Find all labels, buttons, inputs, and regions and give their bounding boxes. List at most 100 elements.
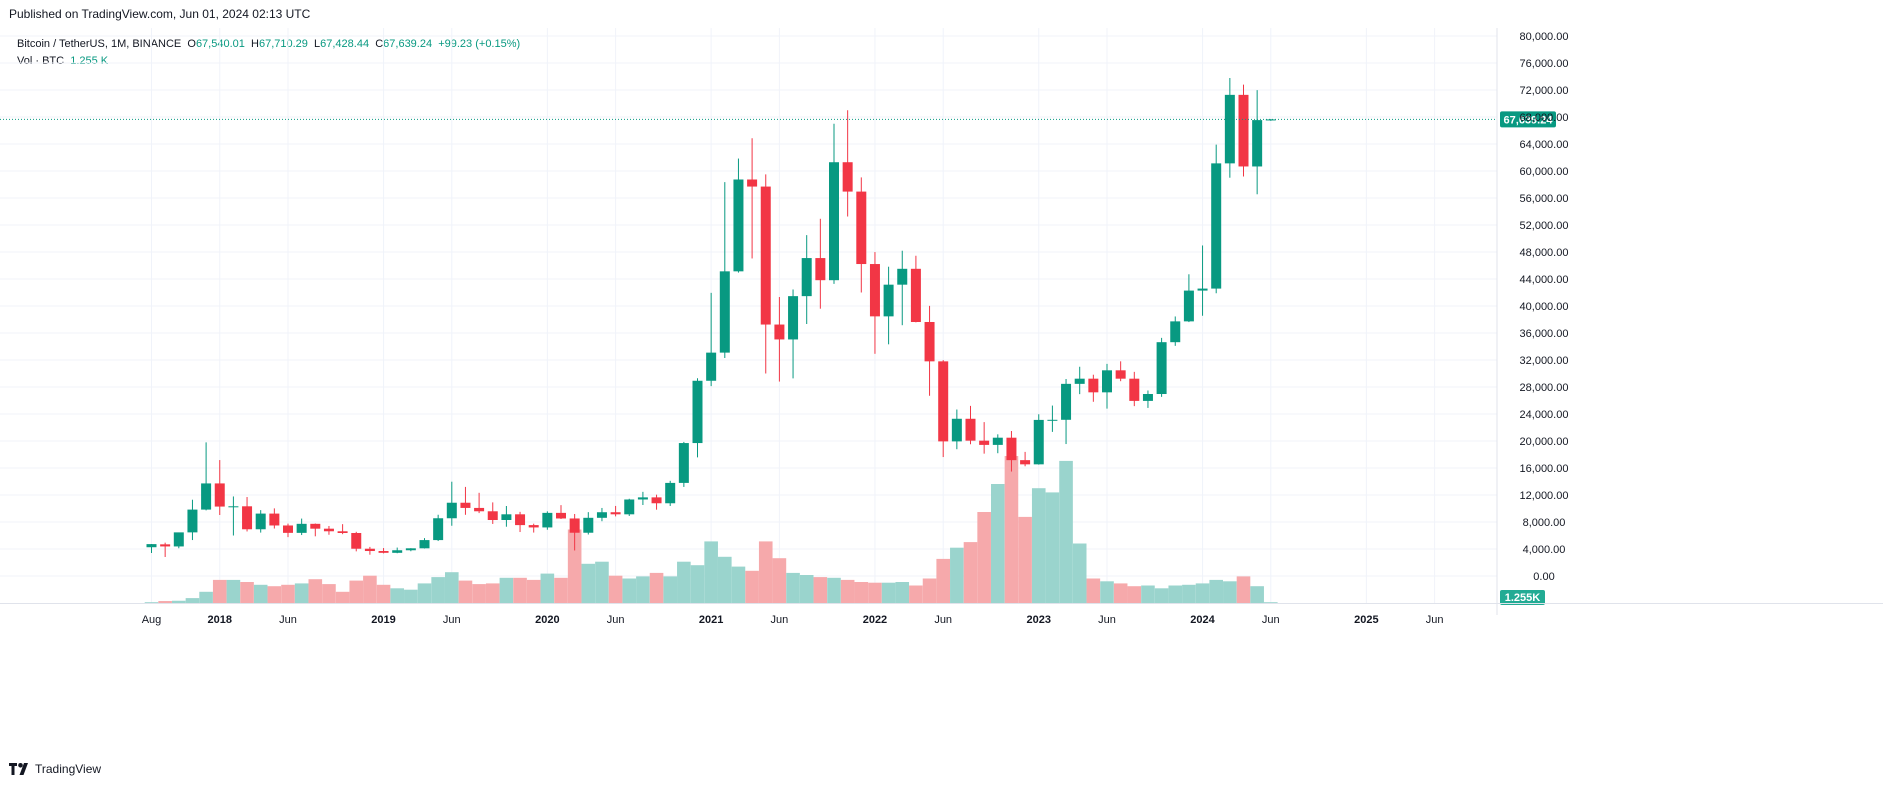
candle-body bbox=[856, 191, 867, 265]
price-tick-label: 76,000.00 bbox=[1520, 58, 1569, 70]
price-tick-label: 4,000.00 bbox=[1523, 544, 1566, 556]
candle-body bbox=[1224, 94, 1235, 164]
legend-symbol[interactable]: Bitcoin / TetherUS, 1M, BINANCE bbox=[17, 38, 182, 50]
overlay-layer: 67,639.24 1.255K bbox=[0, 111, 1556, 605]
volume-bar bbox=[772, 558, 787, 603]
candle-body bbox=[651, 497, 662, 504]
legend-low-label: L bbox=[314, 38, 321, 50]
time-tick-label: 2023 bbox=[1027, 614, 1051, 626]
volume-bar bbox=[622, 578, 637, 603]
candle-body bbox=[173, 532, 184, 547]
time-tick-label: Jun bbox=[1262, 614, 1280, 626]
volume-bar bbox=[799, 575, 814, 603]
candle-body bbox=[747, 179, 758, 187]
time-tick-label: 2025 bbox=[1354, 614, 1378, 626]
candle-body bbox=[515, 514, 526, 526]
volume-bar bbox=[840, 579, 855, 603]
time-tick-label: Jun bbox=[1098, 614, 1116, 626]
volume-bar bbox=[322, 584, 336, 603]
volume-bar bbox=[936, 558, 950, 603]
legend-open-value: 67,540.01 bbox=[195, 38, 245, 50]
price-chart[interactable]: 67,639.24 1.255K 0.00 4,000.00 8,000.00 12,0… bbox=[0, 28, 1883, 758]
candle-body bbox=[460, 502, 471, 508]
volume-bar bbox=[677, 561, 691, 603]
legend-close-label: C bbox=[375, 38, 384, 50]
price-tick-label: 80,000.00 bbox=[1520, 31, 1569, 43]
tradingview-logo[interactable]: TradingView bbox=[9, 762, 101, 776]
volume-bar bbox=[335, 591, 350, 603]
volume-bar bbox=[526, 579, 541, 603]
tradingview-logo-text: TradingView bbox=[35, 762, 102, 776]
candle-body bbox=[637, 497, 648, 500]
candle-body bbox=[665, 482, 676, 504]
price-tick-label: 24,000.00 bbox=[1520, 409, 1569, 421]
volume-bar bbox=[499, 577, 514, 603]
candle-body bbox=[187, 509, 198, 533]
volume-bar bbox=[417, 583, 432, 603]
price-tick-label: 8,000.00 bbox=[1523, 517, 1566, 529]
legend-open-label: O bbox=[187, 38, 196, 50]
candle-body bbox=[1088, 378, 1099, 393]
volume-bar bbox=[977, 512, 991, 603]
volume-bar bbox=[1182, 584, 1196, 603]
volume-bar bbox=[745, 570, 759, 603]
legend-high-value: 67,710.29 bbox=[258, 38, 308, 50]
candle-body bbox=[351, 532, 362, 549]
volume-bar bbox=[1031, 488, 1046, 603]
candle-body bbox=[869, 264, 880, 317]
candle-body bbox=[1238, 94, 1249, 167]
candle-body bbox=[310, 523, 321, 529]
time-tick-label: 2022 bbox=[863, 614, 887, 626]
volume-bar bbox=[881, 582, 896, 603]
legend-volume-label[interactable]: Vol · BTC bbox=[17, 55, 65, 67]
price-tick-label: 64,000.00 bbox=[1520, 139, 1569, 151]
candle-body bbox=[474, 507, 485, 512]
volume-bar bbox=[909, 585, 923, 603]
candle-body bbox=[214, 483, 225, 507]
legend-volume-row: Vol · BTC 1.255 K bbox=[17, 53, 520, 70]
volume-bar bbox=[158, 601, 172, 603]
last-volume-label: 1.255K bbox=[1505, 592, 1541, 604]
candle-body bbox=[829, 162, 839, 281]
volume-bar bbox=[718, 556, 732, 603]
price-tick-label: 52,000.00 bbox=[1520, 220, 1569, 232]
legend-close-value: 67,639.24 bbox=[383, 38, 433, 50]
candle-body bbox=[364, 548, 375, 552]
chart-area[interactable]: 67,639.24 1.255K 0.00 4,000.00 8,000.00 12,0… bbox=[0, 28, 1883, 758]
candle-body bbox=[146, 544, 157, 548]
candle-body bbox=[269, 513, 280, 526]
volume-bar bbox=[1086, 578, 1101, 603]
candle-body bbox=[1211, 163, 1222, 289]
candle-body bbox=[774, 324, 785, 340]
price-tick-label: 72,000.00 bbox=[1520, 85, 1569, 97]
candle-body bbox=[1129, 378, 1140, 401]
candle-body bbox=[842, 162, 853, 192]
volume-bar bbox=[1195, 583, 1210, 603]
volume-bar bbox=[253, 584, 268, 603]
volume-bar bbox=[554, 577, 568, 603]
candle-body bbox=[296, 523, 307, 533]
chart-legend: Bitcoin / TetherUS, 1M, BINANCE O67,540.… bbox=[17, 36, 520, 70]
volume-bar bbox=[636, 576, 650, 603]
candle-body bbox=[433, 518, 444, 541]
volume-bar bbox=[445, 572, 459, 603]
candle-body bbox=[528, 525, 539, 528]
volume-bar bbox=[404, 589, 418, 603]
candle-body bbox=[446, 502, 457, 519]
volume-bar bbox=[1059, 460, 1073, 603]
volume-bar bbox=[567, 529, 582, 603]
candle-body bbox=[392, 550, 403, 553]
volume-bar bbox=[199, 591, 213, 603]
candle-body bbox=[610, 512, 621, 515]
candle-body bbox=[910, 268, 921, 322]
volume-bar bbox=[485, 583, 500, 603]
volume-layer bbox=[144, 456, 1278, 603]
candle-body bbox=[542, 512, 553, 528]
volume-bar bbox=[1209, 579, 1223, 603]
candle-body bbox=[1252, 120, 1263, 167]
volume-bar bbox=[144, 602, 159, 603]
candle-body bbox=[733, 179, 744, 272]
volume-bar bbox=[172, 600, 186, 603]
candle-body bbox=[965, 418, 976, 441]
candle-body bbox=[897, 268, 908, 285]
